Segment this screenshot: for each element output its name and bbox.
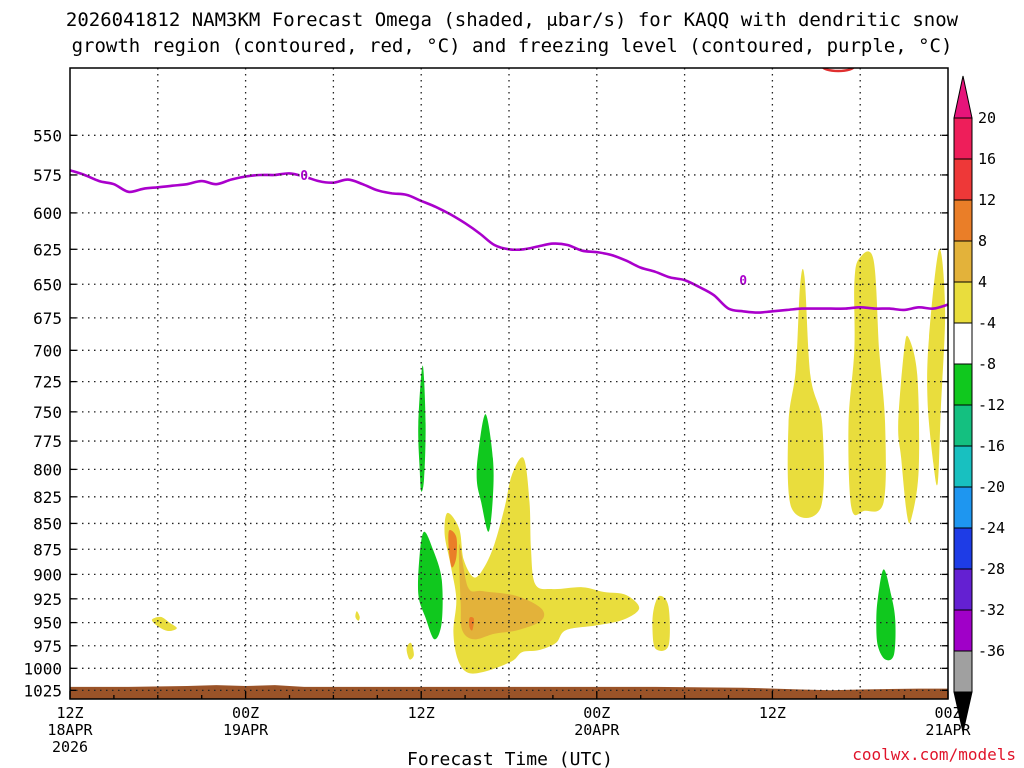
y-tick-label-925: 925 (33, 590, 62, 609)
x-tick-label-36-2: 20APR (574, 721, 620, 739)
colorbar-label-5: -4 (978, 314, 996, 332)
omega-region-4 (652, 595, 670, 651)
y-tick-label-850: 850 (33, 514, 62, 533)
colorbar-label-2: 12 (978, 191, 996, 209)
dendritic-growth-contour (821, 68, 855, 73)
omega-region-7 (898, 335, 920, 524)
x-tick-label-24-1: 12Z (408, 704, 435, 722)
x-tick-label-48-1: 12Z (759, 704, 786, 722)
y-tick-label-775: 775 (33, 432, 62, 451)
colorbar-swatch-0 (953, 117, 973, 160)
colorbar-swatch-7 (953, 404, 973, 447)
x-tick-label-12-2: 19APR (223, 721, 269, 739)
colorbar-top-arrow (953, 75, 973, 119)
colorbar-swatch-2 (953, 199, 973, 242)
x-tick-label-60-1: 00Z (934, 704, 961, 722)
x-tick-label-60-2: 21APR (925, 721, 971, 739)
colorbar-label-9: -20 (978, 478, 1005, 496)
y-tick-label-900: 900 (33, 565, 62, 584)
colorbar-swatch-4 (953, 281, 973, 324)
colorbar-swatch-1 (953, 158, 973, 201)
colorbar-label-8: -16 (978, 437, 1005, 455)
omega-region-1 (355, 611, 360, 621)
x-tick-label-0-2: 18APR (47, 721, 93, 739)
y-tick-label-1000: 1000 (23, 659, 62, 678)
credit-text: coolwx.com/models (852, 745, 1016, 764)
x-tick-label-0-1: 12Z (56, 704, 83, 722)
x-tick-label-12-1: 00Z (232, 704, 259, 722)
y-tick-label-700: 700 (33, 341, 62, 360)
colorbar-label-6: -8 (978, 355, 996, 373)
colorbar-label-10: -24 (978, 519, 1005, 537)
omega-region-6 (848, 251, 886, 516)
colorbar: 20 16 12 8 4 -4 -8 -12 -16 -20 -24 -28 -32 -36 (953, 75, 1005, 733)
y-tick-label-675: 675 (33, 309, 62, 328)
colorbar-swatch-6 (953, 363, 973, 406)
colorbar-label-7: -12 (978, 396, 1005, 414)
y-tick-label-575: 575 (33, 166, 62, 185)
y-tick-label-725: 725 (33, 373, 62, 392)
y-tick-label-950: 950 (33, 614, 62, 633)
omega-region-10 (448, 530, 458, 568)
y-tick-label-825: 825 (33, 488, 62, 507)
y-tick-label-650: 650 (33, 275, 62, 294)
colorbar-label-4: 4 (978, 273, 987, 291)
freezing-level-label-1: 0 (739, 274, 747, 289)
y-tick-label-750: 750 (33, 403, 62, 422)
omega-region-13 (417, 531, 443, 640)
omega-region-9 (458, 544, 545, 640)
y-tick-label-875: 875 (33, 540, 62, 559)
y-tick-label-1025: 1025 (23, 681, 62, 700)
colorbar-label-1: 16 (978, 150, 996, 168)
colorbar-swatch-13 (953, 650, 973, 693)
chart-title-line2: growth region (contoured, red, °C) and f… (72, 35, 953, 57)
omega-region-15 (876, 569, 896, 661)
chart-title-line1: 2026041812 NAM3KM Forecast Omega (shaded… (66, 9, 959, 31)
colorbar-swatch-11 (953, 568, 973, 611)
colorbar-swatch-10 (953, 527, 973, 570)
y-tick-label-550: 550 (33, 126, 62, 145)
x-axis-label: Forecast Time (UTC) (407, 749, 613, 768)
y-tick-label-800: 800 (33, 460, 62, 479)
colorbar-label-3: 8 (978, 232, 987, 250)
colorbar-swatch-3 (953, 240, 973, 283)
colorbar-swatch-9 (953, 486, 973, 529)
y-tick-label-600: 600 (33, 204, 62, 223)
x-tick-label-36-1: 00Z (583, 704, 610, 722)
omega-region-5 (787, 268, 825, 519)
axes: 550 575 600 625 650 675 700 725 750 775 800 825 850 8… (23, 126, 971, 756)
freezing-level-label-0: 0 (300, 169, 308, 184)
colorbar-label-0: 20 (978, 109, 996, 127)
omega-region-14 (476, 414, 494, 532)
x-tick-label-0-3: 2026 (52, 738, 88, 756)
colorbar-swatch-8 (953, 445, 973, 488)
colorbar-label-12: -32 (978, 601, 1005, 619)
omega-region-2 (406, 642, 414, 660)
omega-region-3 (444, 457, 640, 674)
omega-region-11 (469, 617, 475, 631)
y-tick-label-625: 625 (33, 240, 62, 259)
colorbar-swatch-12 (953, 609, 973, 652)
omega-region-12 (418, 365, 426, 492)
gridlines (70, 68, 948, 699)
colorbar-label-13: -36 (978, 642, 1005, 660)
colorbar-swatch-5 (953, 322, 973, 365)
y-tick-label-975: 975 (33, 637, 62, 656)
omega-region-0 (151, 616, 177, 632)
colorbar-label-11: -28 (978, 560, 1005, 578)
colorbar-bottom-arrow (953, 691, 973, 733)
